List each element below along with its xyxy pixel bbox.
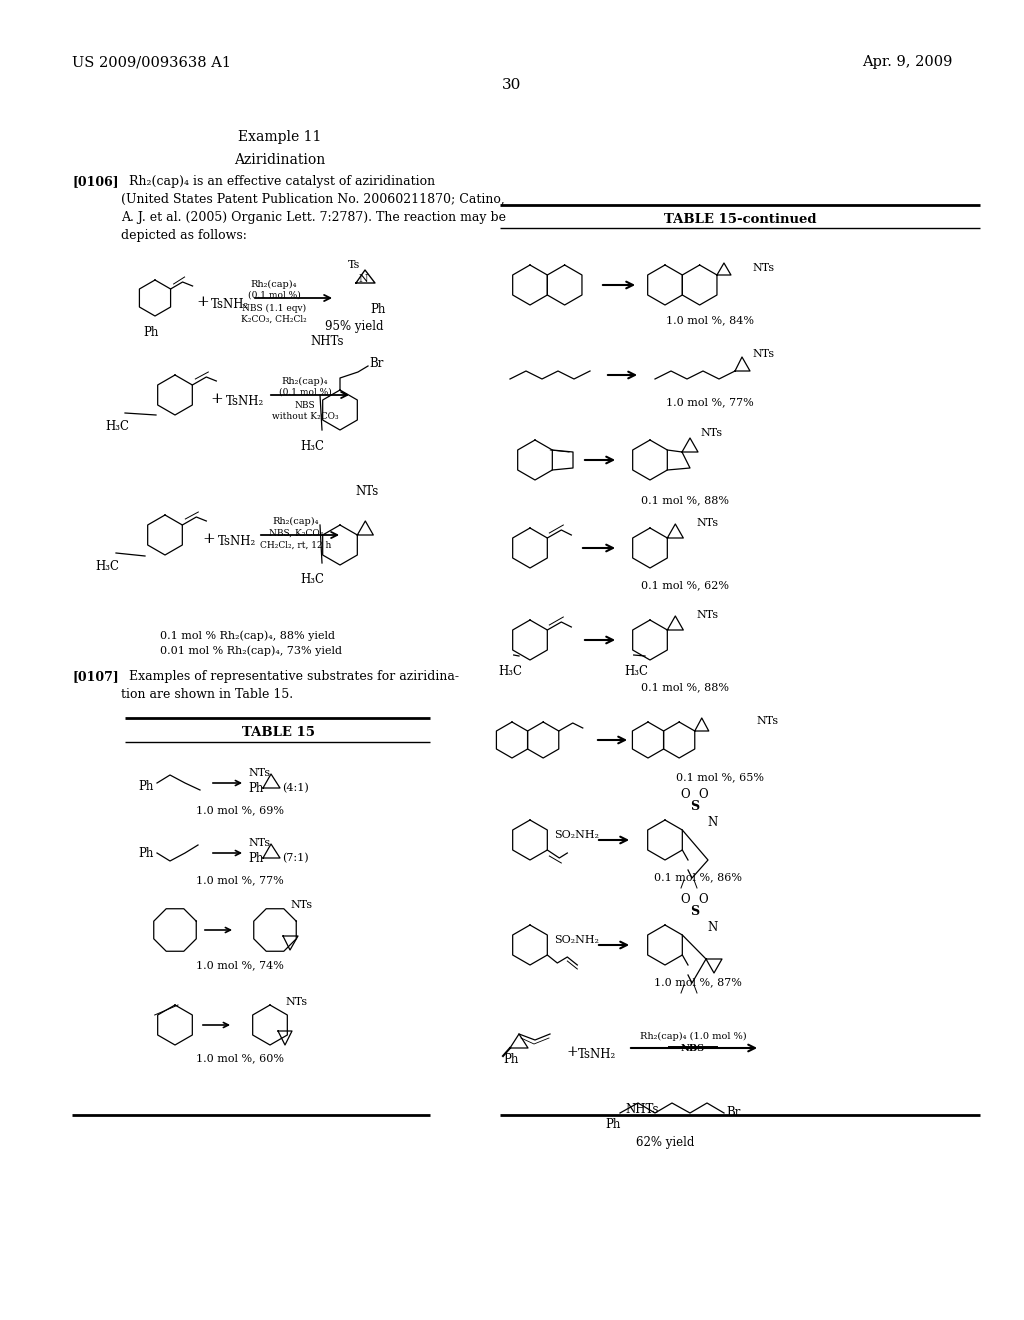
Text: Ts: Ts (348, 260, 360, 271)
Text: 0.1 mol % Rh₂(cap)₄, 88% yield: 0.1 mol % Rh₂(cap)₄, 88% yield (160, 630, 335, 640)
Text: Ph: Ph (138, 780, 154, 793)
Text: NTs: NTs (355, 484, 378, 498)
Text: CH₂Cl₂, rt, 12 h: CH₂Cl₂, rt, 12 h (260, 541, 332, 550)
Text: Ph: Ph (248, 851, 263, 865)
Text: (0.1 mol %): (0.1 mol %) (279, 388, 332, 397)
Text: S: S (690, 800, 699, 813)
Text: NHTs: NHTs (625, 1104, 658, 1115)
Text: Ph: Ph (248, 781, 263, 795)
Text: (4:1): (4:1) (282, 783, 309, 793)
Text: NTs: NTs (756, 715, 778, 726)
Text: [0107]: [0107] (72, 671, 119, 682)
Text: 95% yield: 95% yield (325, 319, 384, 333)
Text: 0.1 mol %, 86%: 0.1 mol %, 86% (654, 873, 742, 882)
Text: NBS: NBS (295, 401, 315, 411)
Text: NTs: NTs (285, 997, 307, 1007)
Text: 1.0 mol %, 69%: 1.0 mol %, 69% (196, 805, 284, 814)
Text: NHTs: NHTs (310, 335, 343, 348)
Text: 1.0 mol %, 87%: 1.0 mol %, 87% (654, 977, 742, 987)
Text: H₃C: H₃C (300, 573, 324, 586)
Text: TABLE 15-continued: TABLE 15-continued (664, 213, 816, 226)
Text: +: + (566, 1045, 578, 1059)
Text: O: O (698, 894, 708, 906)
Text: [0106]: [0106] (72, 176, 119, 187)
Text: H₃C: H₃C (498, 665, 522, 678)
Text: Ph: Ph (370, 304, 385, 315)
Text: N: N (707, 921, 717, 935)
Text: (7:1): (7:1) (282, 853, 308, 863)
Text: 1.0 mol %, 77%: 1.0 mol %, 77% (197, 875, 284, 884)
Text: TABLE 15: TABLE 15 (242, 726, 314, 739)
Text: 0.01 mol % Rh₂(cap)₄, 73% yield: 0.01 mol % Rh₂(cap)₄, 73% yield (160, 645, 342, 656)
Text: NTs: NTs (248, 838, 270, 847)
Text: Br: Br (369, 356, 383, 370)
Text: Rh₂(cap)₄ (1.0 mol %): Rh₂(cap)₄ (1.0 mol %) (640, 1032, 746, 1041)
Text: 30: 30 (503, 78, 521, 92)
Text: TsNH₂: TsNH₂ (211, 298, 249, 312)
Text: Rh₂(cap)₄: Rh₂(cap)₄ (272, 517, 319, 527)
Text: NTs: NTs (696, 517, 718, 528)
Text: O: O (680, 894, 689, 906)
Text: NTs: NTs (752, 348, 774, 359)
Text: 1.0 mol %, 84%: 1.0 mol %, 84% (666, 315, 754, 325)
Text: K₂CO₃, CH₂Cl₂: K₂CO₃, CH₂Cl₂ (241, 315, 307, 323)
Text: US 2009/0093638 A1: US 2009/0093638 A1 (72, 55, 231, 69)
Text: Rh₂(cap)₄ is an effective catalyst of aziridination
(United States Patent Public: Rh₂(cap)₄ is an effective catalyst of az… (121, 176, 506, 242)
Text: 1.0 mol %, 60%: 1.0 mol %, 60% (196, 1053, 284, 1063)
Text: 0.1 mol %, 62%: 0.1 mol %, 62% (641, 579, 729, 590)
Text: NTs: NTs (248, 768, 270, 777)
Text: (0.1 mol %): (0.1 mol %) (248, 290, 300, 300)
Text: Rh₂(cap)₄: Rh₂(cap)₄ (282, 378, 329, 387)
Text: +: + (210, 392, 223, 407)
Text: +: + (202, 532, 215, 546)
Text: 0.1 mol %, 65%: 0.1 mol %, 65% (676, 772, 764, 781)
Text: without K₂CO₃: without K₂CO₃ (271, 412, 338, 421)
Text: TsNH₂: TsNH₂ (578, 1048, 616, 1061)
Text: Aziridination: Aziridination (234, 153, 326, 168)
Text: NBS: NBS (681, 1044, 706, 1053)
Text: Example 11: Example 11 (239, 129, 322, 144)
Text: 1.0 mol %, 77%: 1.0 mol %, 77% (667, 397, 754, 407)
Text: +: + (196, 294, 209, 309)
Text: H₃C: H₃C (300, 440, 324, 453)
Text: NTs: NTs (700, 428, 722, 438)
Text: NBS (1.1 eqv): NBS (1.1 eqv) (242, 304, 306, 313)
Text: NTs: NTs (696, 610, 718, 620)
Text: H₃C: H₃C (105, 420, 129, 433)
Text: 0.1 mol %, 88%: 0.1 mol %, 88% (641, 682, 729, 692)
Text: N: N (358, 275, 368, 284)
Text: Br: Br (726, 1106, 740, 1119)
Text: O: O (698, 788, 708, 801)
Text: SO₂NH₂: SO₂NH₂ (554, 935, 599, 945)
Text: H₃C: H₃C (624, 665, 648, 678)
Text: Ph: Ph (143, 326, 159, 339)
Text: SO₂NH₂: SO₂NH₂ (554, 830, 599, 840)
Text: Ph: Ph (503, 1053, 518, 1067)
Text: S: S (690, 906, 699, 917)
Text: Rh₂(cap)₄: Rh₂(cap)₄ (251, 280, 297, 289)
Text: N: N (707, 816, 717, 829)
Text: TsNH₂: TsNH₂ (226, 395, 264, 408)
Text: Examples of representative substrates for aziridina-
tion are shown in Table 15.: Examples of representative substrates fo… (121, 671, 459, 701)
Text: 0.1 mol %, 88%: 0.1 mol %, 88% (641, 495, 729, 506)
Text: Ph: Ph (138, 847, 154, 861)
Text: NBS, K₂CO₃: NBS, K₂CO₃ (269, 529, 324, 539)
Text: Ph: Ph (605, 1118, 621, 1131)
Text: O: O (680, 788, 689, 801)
Text: NTs: NTs (290, 900, 312, 909)
Text: TsNH₂: TsNH₂ (218, 535, 256, 548)
Text: Apr. 9, 2009: Apr. 9, 2009 (861, 55, 952, 69)
Text: 1.0 mol %, 74%: 1.0 mol %, 74% (196, 960, 284, 970)
Text: 62% yield: 62% yield (636, 1137, 694, 1148)
Text: H₃C: H₃C (95, 560, 119, 573)
Text: NTs: NTs (752, 263, 774, 273)
